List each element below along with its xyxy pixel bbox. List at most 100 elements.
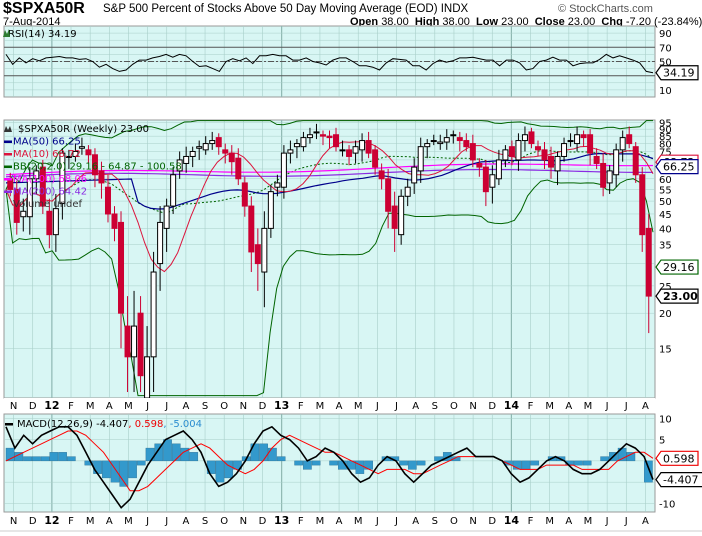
macd-hist-bar xyxy=(355,460,365,474)
x-axis-label: M xyxy=(354,401,363,412)
candle-up xyxy=(65,155,72,158)
candle-up xyxy=(274,182,281,188)
rsi-y-tick: 70 xyxy=(659,43,672,54)
x-axis-label: O xyxy=(450,516,458,527)
x-axis-label: 13 xyxy=(274,514,289,527)
macd-line xyxy=(5,425,654,509)
candle-down xyxy=(333,134,340,148)
price-y-tick: 35 xyxy=(659,241,672,252)
candle-down xyxy=(91,154,98,176)
candle-down xyxy=(482,166,489,193)
tag-text: -4.407 xyxy=(663,474,698,487)
macd-hist-bar xyxy=(154,443,164,462)
candle-down xyxy=(508,146,515,157)
candle-up xyxy=(52,208,59,236)
macd-hist-bar xyxy=(407,460,417,470)
x-axis-label: J xyxy=(624,516,628,527)
macd-hist-bar xyxy=(626,452,636,462)
price-y-tick: 90 xyxy=(659,125,672,136)
macd-hist-bar xyxy=(58,452,67,462)
candle-up xyxy=(502,149,509,161)
x-axis-label: D xyxy=(29,516,37,527)
candle-down xyxy=(254,244,261,265)
candle-down xyxy=(645,227,652,297)
candle-up xyxy=(196,146,203,149)
legend-swatch xyxy=(4,153,12,156)
candle-down xyxy=(600,162,607,188)
candle-up xyxy=(613,149,620,176)
x-axis-label: D xyxy=(259,401,267,412)
x-axis-label: M xyxy=(124,516,133,527)
candle-down xyxy=(548,155,555,168)
candle-up xyxy=(183,155,190,164)
candle-down xyxy=(378,170,385,180)
x-axis-label: A xyxy=(106,516,113,527)
candle-up xyxy=(280,152,287,188)
tag-text: 29.16 xyxy=(663,261,695,274)
candle-down xyxy=(319,134,326,137)
candle-down xyxy=(13,188,20,223)
candle-up xyxy=(450,134,457,137)
legend-item: MA(100) 68.06 xyxy=(13,174,87,185)
x-axis-label: M xyxy=(86,401,95,412)
price-y-tick: 60 xyxy=(659,175,672,186)
macd-hist-bar xyxy=(644,460,653,483)
candle-down xyxy=(124,325,131,358)
macd-hist-bar xyxy=(259,443,268,462)
candle-up xyxy=(574,134,581,145)
candle-up xyxy=(144,356,151,399)
x-axis-label: 14 xyxy=(504,514,520,527)
tag-text: 0.598 xyxy=(663,452,695,465)
macd-hist-bar xyxy=(119,460,129,487)
rsi-y-tick: 50 xyxy=(659,58,672,69)
legend-item: MA(200) 64.42 xyxy=(13,187,87,198)
x-axis-label: J xyxy=(394,401,398,412)
candle-up xyxy=(398,195,405,236)
x-axis-label: 12 xyxy=(44,514,59,527)
legend-item: Volume undef xyxy=(13,199,83,210)
x-axis-label: J xyxy=(624,401,628,412)
x-axis-label: S xyxy=(202,516,208,527)
rsi-y-tick: 90 xyxy=(659,29,672,40)
legend-swatch xyxy=(4,140,12,143)
brand-watermark: © StockCharts.com xyxy=(558,3,653,15)
macd-hist-bar xyxy=(23,456,32,462)
x-axis-label: M xyxy=(354,516,363,527)
x-axis-label: J xyxy=(164,401,168,412)
tag-box xyxy=(655,159,699,175)
value-tag: 0.598 xyxy=(655,450,699,466)
candle-down xyxy=(469,143,476,161)
candle-up xyxy=(157,221,164,265)
x-axis-label: J xyxy=(145,401,149,412)
macd-hist-bar xyxy=(276,456,286,462)
macd-hist-bar xyxy=(600,456,609,462)
macd-hist-bar xyxy=(303,460,312,470)
x-axis-label: M xyxy=(584,516,593,527)
price-y-tick: 45 xyxy=(659,210,672,221)
candle-up xyxy=(515,140,522,161)
x-axis-label: M xyxy=(316,401,325,412)
x-axis-label: M xyxy=(86,516,95,527)
x-axis-label: A xyxy=(642,401,649,412)
candle-up xyxy=(20,210,27,218)
macd-hist-bar xyxy=(582,460,592,466)
x-axis-label: J xyxy=(605,516,609,527)
price-icon xyxy=(4,126,12,132)
x-axis-label: M xyxy=(584,401,593,412)
candle-up xyxy=(267,191,274,229)
x-axis-label: 14 xyxy=(504,399,520,412)
open-label: Open xyxy=(350,16,379,28)
candle-up xyxy=(417,146,424,172)
candle-down xyxy=(587,134,594,154)
price-y-tick: 50 xyxy=(659,197,672,208)
x-axis-label: N xyxy=(240,516,247,527)
candle-up xyxy=(352,146,359,154)
x-axis-label: A xyxy=(336,516,343,527)
candle-down xyxy=(626,134,633,145)
chart-date: 7-Aug-2014 xyxy=(3,16,61,28)
macd-hist-bar xyxy=(5,447,15,462)
price-y-tick: 85 xyxy=(659,132,672,143)
x-axis-label: D xyxy=(488,401,496,412)
open-value: 38.00 xyxy=(381,16,409,28)
candle-up xyxy=(443,137,450,143)
